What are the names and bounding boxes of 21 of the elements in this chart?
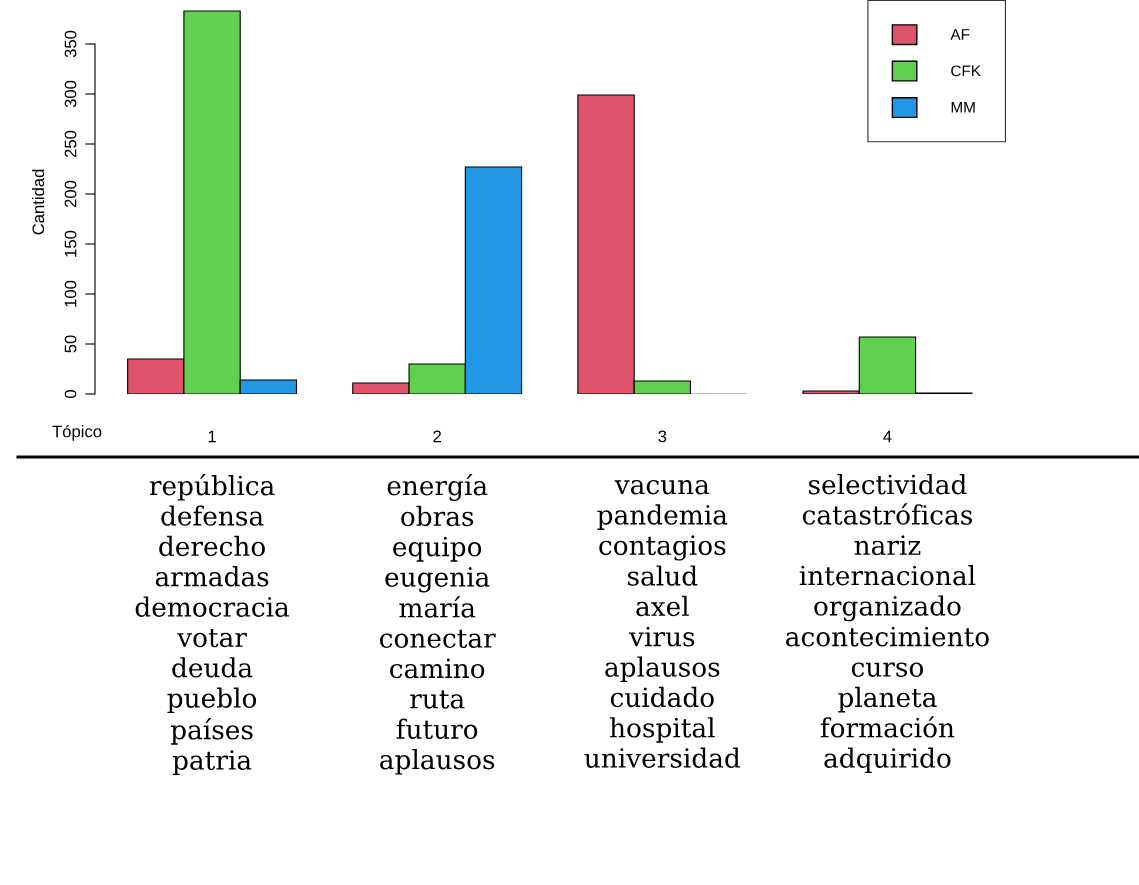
legend-label: CFK (951, 65, 981, 77)
y-tick-label: 100 (64, 280, 77, 307)
y-tick-label: 250 (64, 130, 77, 158)
y-tick-label: 200 (64, 180, 77, 208)
legend-label: MM (951, 102, 975, 113)
x-tick-label: 3 (658, 430, 667, 443)
y-tick-label: 300 (64, 80, 77, 108)
x-tick-label: 2 (433, 430, 441, 443)
y-axis-title: Cantidad (31, 169, 45, 235)
x-tick-label: 4 (883, 430, 892, 443)
y-tick-label: 150 (64, 230, 77, 257)
y-tick-label: 0 (64, 390, 77, 398)
text: república defensa derecho armadas democracia votar deuda pueblo países patria (135, 474, 290, 776)
x-axis-title: Tópico (52, 424, 102, 441)
legend-label: AF (950, 29, 970, 40)
x-tick-label: 1 (208, 430, 216, 443)
y-tick-label: 350 (64, 30, 77, 58)
text: vacuna pandemia contagios salud axel virus aplausos cuidado hospital universidad (584, 479, 741, 768)
y-tick-label: 50 (64, 335, 77, 353)
text: energía obras equipo eugenia maría conectar camino ruta futuro aplausos (380, 474, 496, 775)
text: selectividad catastróficas nariz internacional organizado acontecimiento curso planeta formación adquirido (786, 474, 989, 774)
